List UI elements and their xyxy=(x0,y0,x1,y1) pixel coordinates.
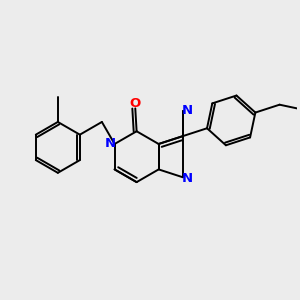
Text: N: N xyxy=(105,137,116,151)
Text: O: O xyxy=(130,97,141,110)
Text: N: N xyxy=(182,172,193,185)
Text: N: N xyxy=(182,104,193,117)
